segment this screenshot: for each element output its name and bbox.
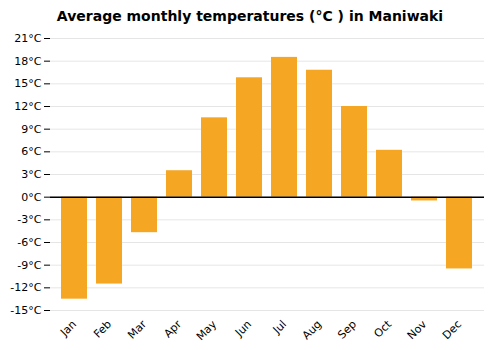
html-text:Average monthly temperatures (: Average monthly temperatures (°C ) in Ma… bbox=[56, 8, 444, 24]
svg-text:21°C: 21°C bbox=[14, 32, 41, 45]
svg-text:-15°C: -15°C bbox=[10, 304, 41, 317]
svg-text:12°C: 12°C bbox=[14, 100, 41, 113]
svg-text:Nov: Nov bbox=[405, 317, 430, 342]
svg-text:-6°C: -6°C bbox=[17, 236, 41, 249]
svg-text:Aug: Aug bbox=[300, 318, 324, 342]
svg-text:Apr: Apr bbox=[161, 317, 184, 340]
svg-text:-12°C: -12°C bbox=[10, 281, 41, 294]
svg-text:0°C: 0°C bbox=[21, 191, 41, 204]
svg-text:15°C: 15°C bbox=[14, 77, 41, 90]
svg-text:3°C: 3°C bbox=[21, 168, 41, 181]
svg-text:Feb: Feb bbox=[91, 318, 114, 341]
svg-text:9°C: 9°C bbox=[21, 123, 41, 136]
svg-text:Dec: Dec bbox=[440, 318, 464, 342]
svg-text:-3°C: -3°C bbox=[17, 213, 41, 226]
svg-text:Jan: Jan bbox=[57, 318, 79, 340]
svg-text:Jun: Jun bbox=[232, 318, 254, 340]
svg-text:Oct: Oct bbox=[371, 317, 394, 340]
svg-text:6°C: 6°C bbox=[21, 145, 41, 158]
svg-text:Jul: Jul bbox=[270, 318, 289, 337]
svg-text:Sep: Sep bbox=[335, 318, 359, 342]
svg-text:18°C: 18°C bbox=[14, 55, 41, 68]
svg-text:-9°C: -9°C bbox=[17, 259, 41, 272]
svg-text:Mar: Mar bbox=[125, 317, 149, 341]
svg-text:May: May bbox=[194, 317, 220, 343]
